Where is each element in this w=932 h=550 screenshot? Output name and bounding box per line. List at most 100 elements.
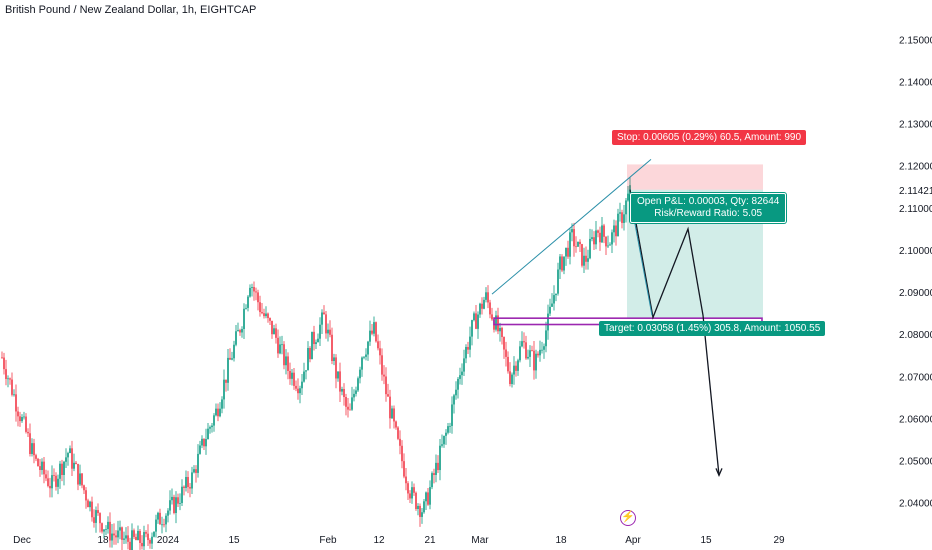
candle-body (439, 445, 441, 471)
candle-body (199, 445, 201, 454)
time-axis: Dec 18 2024 15 Feb 12 21 Mar 18 Apr 15 29 (13, 535, 785, 546)
candle-body (219, 408, 221, 417)
candle-body (347, 406, 349, 410)
candle-body (247, 296, 249, 308)
y-tick-label: 2.08000 (899, 330, 932, 341)
y-tick-label: 2.14000 (899, 77, 932, 88)
candle-body (387, 394, 389, 397)
y-tick-label: 2.04000 (899, 499, 932, 510)
candle-body (331, 334, 333, 361)
candle-body (597, 230, 599, 233)
candle-body (551, 303, 553, 307)
candle-body (437, 462, 439, 471)
candle-body (409, 493, 411, 499)
candle-body (9, 378, 11, 380)
candle-body (373, 322, 375, 334)
candle-body (421, 512, 423, 517)
candle-body (441, 444, 443, 446)
candle-body (577, 241, 579, 247)
chart-title: British Pound / New Zealand Dollar, 1h, … (5, 4, 257, 16)
candle-body (245, 307, 247, 309)
candle-body (61, 463, 63, 476)
candle-body (349, 409, 351, 411)
candle-body (359, 369, 361, 379)
candle-body (23, 416, 25, 418)
candle-body (629, 185, 631, 194)
candle-body (235, 331, 237, 345)
candle-body (367, 341, 369, 355)
candle-body (267, 313, 269, 319)
candle-body (463, 358, 465, 372)
candle-body (309, 348, 311, 360)
candle-body (167, 510, 169, 516)
stop-label[interactable]: Stop: 0.00605 (0.29%) 60.5, Amount: 990 (612, 130, 807, 145)
x-tick-label: 21 (424, 535, 436, 546)
candle-body (443, 435, 445, 445)
candle-body (215, 408, 217, 416)
candle-body (527, 356, 529, 359)
candle-body (133, 530, 135, 537)
candle-body (583, 255, 585, 266)
candle-body (361, 357, 363, 370)
candle-body (95, 510, 97, 523)
candle-body (617, 213, 619, 237)
candle-body (545, 330, 547, 347)
candle-body (579, 241, 581, 245)
candle-body (203, 438, 205, 447)
candle-body (607, 245, 609, 247)
candle-body (33, 443, 35, 456)
candle-body (17, 411, 19, 417)
candle-body (257, 292, 259, 303)
candle-body (93, 517, 95, 523)
candle-body (25, 416, 27, 432)
candle-body (157, 512, 159, 520)
candle-body (65, 457, 67, 462)
candle-body (169, 500, 171, 511)
candle-body (305, 370, 307, 372)
candle-body (311, 331, 313, 360)
target-label[interactable]: Target: 0.03058 (1.45%) 305.8, Amount: 1… (599, 321, 826, 336)
candle-body (125, 535, 127, 539)
candle-body (285, 356, 287, 366)
candle-body (49, 485, 51, 489)
candle-body (149, 540, 151, 544)
candle-body (237, 330, 239, 332)
candle-body (451, 404, 453, 426)
candle-body (39, 466, 41, 471)
candle-body (621, 212, 623, 223)
candle-body (601, 225, 603, 243)
candle-body (103, 529, 105, 532)
candle-body (473, 313, 475, 321)
candle-body (615, 225, 617, 237)
candle-body (315, 342, 317, 345)
candle-body (43, 461, 45, 475)
candle-body (507, 356, 509, 372)
candle-body (377, 341, 379, 349)
candle-body (353, 393, 355, 398)
y-tick-label: 2.11000 (899, 204, 932, 215)
candlestick-series (1, 177, 631, 550)
y-tick-label: 2.06000 (899, 414, 932, 425)
candle-body (135, 536, 137, 541)
candle-body (63, 461, 65, 476)
candle-body (251, 286, 253, 288)
candle-body (413, 487, 415, 493)
pnl-label[interactable]: Open P&L: 0.00003, Qty: 82644 Risk/Rewar… (630, 193, 787, 223)
candle-body (295, 385, 297, 389)
candle-body (107, 521, 109, 530)
candle-body (625, 200, 627, 215)
candle-body (479, 303, 481, 315)
candle-body (187, 476, 189, 488)
candle-body (211, 425, 213, 428)
candle-body (609, 244, 611, 246)
lightning-icon[interactable]: ⚡ (620, 510, 636, 526)
candle-body (297, 388, 299, 394)
candle-body (87, 500, 89, 508)
candle-body (317, 338, 319, 343)
candle-body (593, 237, 595, 245)
candle-body (571, 229, 573, 233)
candle-body (179, 503, 181, 504)
candle-body (465, 346, 467, 359)
candle-body (559, 256, 561, 270)
